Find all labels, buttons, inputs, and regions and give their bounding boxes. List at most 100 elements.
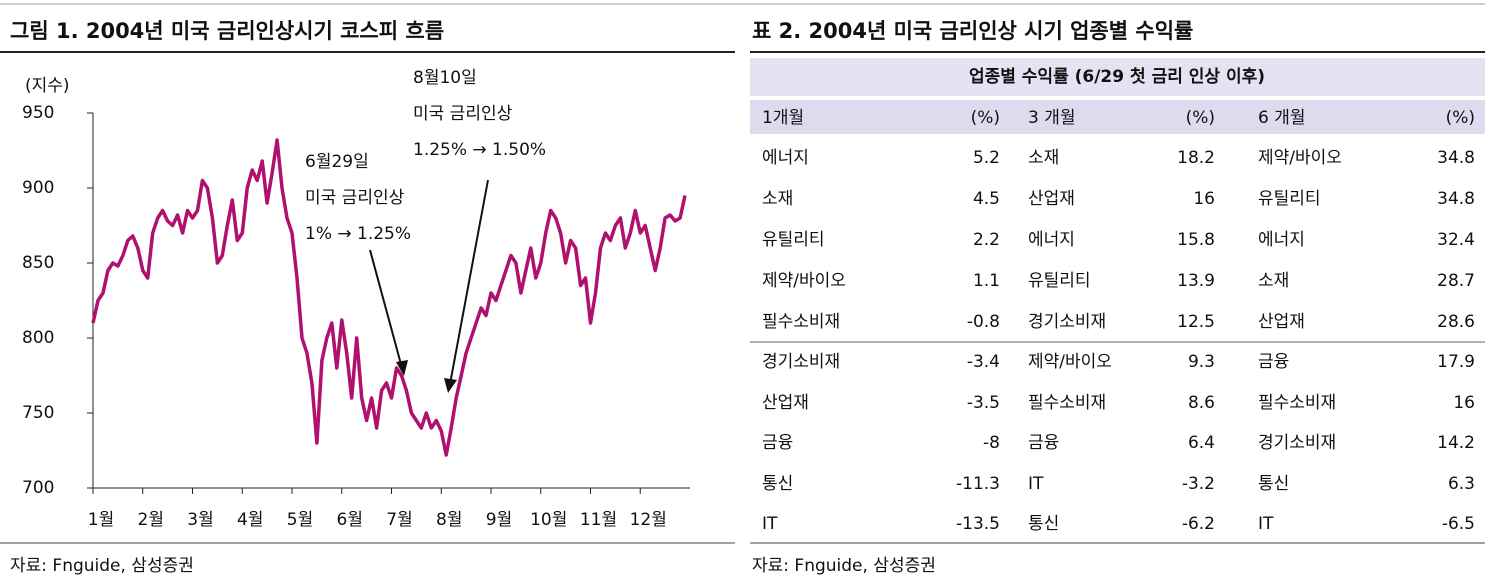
cell-label: 경기소비재: [1028, 312, 1106, 332]
x-tick-label: 8월: [436, 510, 462, 530]
line-series: [91, 138, 687, 457]
cell-value: 17.9: [1437, 352, 1475, 372]
cell-label: 필수소비재: [1028, 393, 1106, 413]
y-tick-label: 700: [22, 478, 54, 498]
y-axis-label: (지수): [25, 76, 70, 96]
cell-value: 32.4: [1437, 230, 1475, 250]
cell-label: 제약/바이오: [1028, 352, 1112, 372]
x-tick-label: 6월: [337, 510, 363, 530]
cell-label: 금융: [762, 433, 793, 453]
cell-label: 소재: [1258, 271, 1289, 291]
annotation: 미국 금리인상: [305, 188, 405, 208]
cell-label: 통신: [1028, 514, 1059, 534]
cell-label: 산업재: [1258, 312, 1305, 332]
cell-label: 제약/바이오: [762, 271, 846, 291]
figure-title: 그림 1. 2004년 미국 금리인상시기 코스피 흐름: [10, 19, 444, 43]
cell-label: 금융: [1258, 352, 1289, 372]
annotation: 1.25% → 1.50%: [413, 140, 546, 160]
cell-value: 5.2: [973, 148, 1000, 168]
annotation: 미국 금리인상: [413, 104, 513, 124]
annotation: 8월10일: [413, 68, 477, 88]
cell-value: 6.4: [1188, 433, 1215, 453]
cell-value: 12.5: [1177, 312, 1215, 332]
cell-value: 9.3: [1188, 352, 1215, 372]
cell-label: 소재: [1028, 148, 1059, 168]
cell-value: 14.2: [1437, 433, 1475, 453]
column-header: (%): [1446, 108, 1475, 128]
y-tick-label: 800: [22, 328, 54, 348]
table-subheader-bg: [750, 100, 1485, 134]
cell-label: 유틸리티: [1028, 271, 1091, 291]
y-tick-label: 850: [22, 253, 54, 273]
column-header: 1개월: [762, 108, 804, 128]
cell-label: 에너지: [1028, 230, 1075, 250]
cell-value: 28.6: [1437, 312, 1475, 332]
cell-value: 34.8: [1437, 148, 1475, 168]
cell-label: 유틸리티: [762, 230, 825, 250]
cell-value: -11.3: [956, 474, 1000, 494]
x-tick-label: 4월: [237, 510, 263, 530]
x-tick-label: 1월: [88, 510, 114, 530]
cell-value: -3.2: [1182, 474, 1215, 494]
cell-label: 통신: [762, 474, 793, 494]
column-header: (%): [971, 108, 1000, 128]
cell-label: 산업재: [1028, 189, 1075, 209]
arrow: [369, 249, 403, 369]
column-header: 6 개월: [1258, 108, 1306, 128]
cell-label: 산업재: [762, 393, 809, 413]
y-tick-label: 750: [22, 403, 54, 423]
cell-label: IT: [1258, 514, 1274, 534]
x-tick-label: 12월: [630, 510, 667, 530]
cell-value: 28.7: [1437, 271, 1475, 291]
cell-value: 34.8: [1437, 189, 1475, 209]
cell-value: 16: [1453, 393, 1475, 413]
x-tick-label: 2월: [138, 510, 164, 530]
cell-label: 제약/바이오: [1258, 148, 1342, 168]
cell-value: 6.3: [1448, 474, 1475, 494]
cell-label: 통신: [1258, 474, 1289, 494]
cell-value: 8.6: [1188, 393, 1215, 413]
cell-value: 16: [1193, 189, 1215, 209]
x-tick-label: 11월: [580, 510, 617, 530]
column-header: 3 개월: [1028, 108, 1076, 128]
cell-value: -3.5: [967, 393, 1000, 413]
arrow-head: [396, 360, 408, 376]
x-tick-label: 10월: [530, 510, 567, 530]
arrow-head: [444, 378, 457, 393]
annotation: 6월29일: [305, 152, 369, 172]
table-source: 자료: Fnguide, 삼성증권: [752, 556, 936, 576]
cell-value: -0.8: [967, 312, 1000, 332]
y-tick-label: 950: [22, 103, 54, 123]
cell-label: 유틸리티: [1258, 189, 1321, 209]
cell-value: -3.4: [967, 352, 1000, 372]
cell-label: 경기소비재: [1258, 433, 1336, 453]
cell-label: 금융: [1028, 433, 1059, 453]
cell-label: 에너지: [762, 148, 809, 168]
table-title: 표 2. 2004년 미국 금리인상 시기 업종별 수익률: [752, 19, 1193, 43]
cell-label: 에너지: [1258, 230, 1305, 250]
cell-label: 소재: [762, 189, 793, 209]
cell-label: 필수소비재: [1258, 393, 1336, 413]
cell-label: 필수소비재: [762, 312, 840, 332]
cell-value: -13.5: [956, 514, 1000, 534]
x-tick-label: 3월: [187, 510, 213, 530]
cell-value: 13.9: [1177, 271, 1215, 291]
cell-value: -8: [983, 433, 1000, 453]
cell-value: -6.5: [1442, 514, 1475, 534]
x-tick-label: 5월: [287, 510, 313, 530]
table-header: 업종별 수익률 (6/29 첫 금리 인상 이후): [969, 66, 1265, 87]
cell-value: 2.2: [973, 230, 1000, 250]
cell-value: 18.2: [1177, 148, 1215, 168]
cell-label: IT: [1028, 474, 1044, 494]
figure-source: 자료: Fnguide, 삼성증권: [10, 556, 194, 576]
cell-value: 1.1: [973, 271, 1000, 291]
cell-value: -6.2: [1182, 514, 1215, 534]
cell-value: 4.5: [973, 189, 1000, 209]
x-tick-label: 9월: [486, 510, 512, 530]
cell-value: 15.8: [1177, 230, 1215, 250]
table-header-bg: [750, 58, 1485, 96]
x-tick-label: 7월: [386, 510, 412, 530]
cell-label: IT: [762, 514, 778, 534]
y-tick-label: 900: [22, 178, 54, 198]
